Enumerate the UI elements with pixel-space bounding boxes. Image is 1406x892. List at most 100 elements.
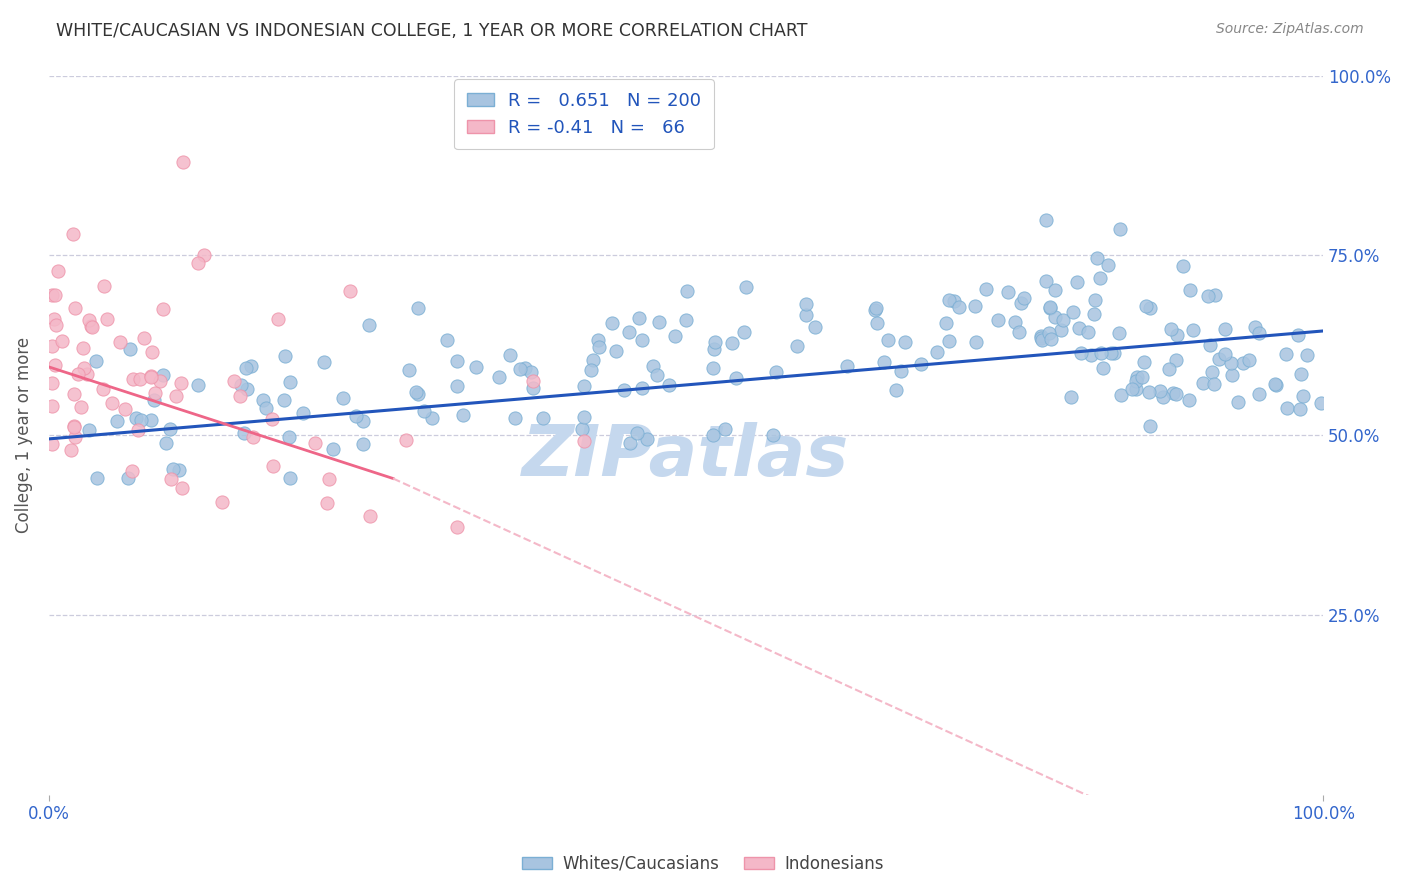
Point: [292, 406, 315, 420]
Point: [1130, 369, 1153, 384]
Point: [46, 264, 69, 278]
Point: [1191, 376, 1213, 391]
Point: [1220, 368, 1243, 383]
Point: [702, 427, 724, 442]
Point: [1202, 377, 1225, 392]
Point: [315, 496, 337, 510]
Point: [229, 389, 252, 403]
Point: [1097, 258, 1119, 272]
Point: [1040, 332, 1063, 346]
Point: [1135, 299, 1157, 313]
Point: [520, 365, 543, 379]
Point: [357, 318, 380, 332]
Point: [274, 349, 297, 363]
Point: [648, 315, 671, 329]
Point: [890, 364, 912, 378]
Point: [1164, 353, 1187, 368]
Point: [1173, 260, 1195, 274]
Point: [786, 339, 808, 353]
Point: [733, 326, 755, 340]
Point: [149, 374, 172, 388]
Point: [613, 383, 636, 397]
Point: [139, 370, 162, 384]
Point: [509, 361, 531, 376]
Point: [446, 354, 468, 368]
Point: [187, 256, 209, 270]
Point: [63, 419, 86, 434]
Point: [211, 495, 233, 509]
Point: [636, 432, 658, 446]
Point: [172, 481, 194, 495]
Point: [619, 435, 641, 450]
Point: [1125, 374, 1147, 388]
Point: [1232, 356, 1254, 370]
Point: [1083, 307, 1105, 321]
Point: [1295, 348, 1317, 362]
Point: [66, 367, 89, 381]
Point: [588, 340, 610, 354]
Point: [129, 372, 152, 386]
Point: [69, 400, 91, 414]
Point: [1213, 347, 1236, 361]
Point: [395, 433, 418, 447]
Point: [1080, 349, 1102, 363]
Point: [586, 333, 609, 347]
Point: [765, 365, 787, 379]
Point: [446, 520, 468, 534]
Point: [84, 354, 107, 368]
Point: [1077, 325, 1099, 339]
Point: [865, 301, 887, 316]
Point: [1070, 345, 1092, 359]
Point: [1166, 327, 1188, 342]
Point: [1090, 345, 1112, 359]
Point: [1178, 393, 1201, 408]
Point: [872, 355, 894, 369]
Point: [63, 301, 86, 315]
Point: [1201, 365, 1223, 379]
Point: [72, 341, 94, 355]
Point: [1159, 362, 1181, 376]
Point: [359, 509, 381, 524]
Point: [252, 392, 274, 407]
Point: [1062, 305, 1084, 319]
Point: [1052, 313, 1074, 327]
Point: [925, 345, 948, 359]
Point: [965, 334, 987, 349]
Point: [44, 311, 66, 326]
Point: [44, 287, 66, 301]
Point: [63, 420, 86, 434]
Point: [152, 301, 174, 316]
Point: [866, 316, 889, 330]
Point: [1139, 301, 1161, 316]
Point: [503, 410, 526, 425]
Point: [948, 300, 970, 314]
Point: [963, 300, 986, 314]
Point: [863, 302, 886, 317]
Point: [938, 293, 960, 307]
Point: [1213, 322, 1236, 336]
Point: [1038, 326, 1060, 340]
Point: [1197, 289, 1219, 303]
Point: [714, 421, 737, 435]
Point: [572, 379, 595, 393]
Point: [1099, 346, 1122, 360]
Point: [1109, 222, 1132, 236]
Point: [1069, 321, 1091, 335]
Point: [488, 370, 510, 384]
Point: [1004, 315, 1026, 329]
Point: [1049, 323, 1071, 337]
Point: [41, 288, 63, 302]
Point: [86, 471, 108, 485]
Point: [1264, 377, 1286, 392]
Point: [134, 331, 156, 345]
Point: [436, 333, 458, 347]
Point: [1247, 326, 1270, 340]
Point: [721, 336, 744, 351]
Point: [1289, 402, 1312, 417]
Point: [675, 313, 697, 327]
Point: [1161, 386, 1184, 401]
Point: [617, 325, 640, 339]
Point: [242, 430, 264, 444]
Point: [702, 360, 724, 375]
Point: [172, 154, 194, 169]
